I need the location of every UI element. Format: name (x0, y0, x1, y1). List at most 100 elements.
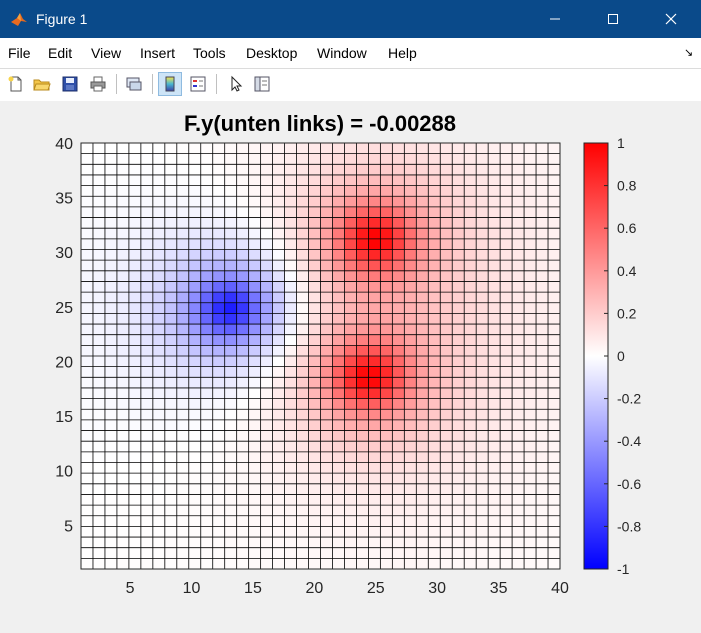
close-button[interactable] (642, 0, 700, 38)
heatmap-cell (176, 537, 190, 548)
heatmap-cell (548, 249, 561, 261)
menu-view[interactable]: View (91, 45, 122, 61)
colorbar-tick-label: -1 (617, 561, 630, 577)
heatmap-cell (224, 270, 237, 282)
menu-window[interactable]: Window (317, 45, 367, 61)
heatmap-cell (356, 526, 369, 538)
heatmap-cell (464, 537, 477, 548)
heatmap-cell (320, 558, 333, 570)
heatmap-cell (140, 356, 154, 367)
heatmap-cell (500, 451, 513, 463)
heatmap-cell (224, 387, 237, 399)
heatmap-cell (392, 356, 405, 367)
heatmap-cell (81, 441, 94, 453)
heatmap-cell (104, 441, 118, 453)
heatmap-cell (452, 345, 465, 357)
heatmap-cell (152, 505, 166, 517)
heatmap-cell (500, 185, 513, 197)
heatmap-cell (440, 515, 453, 527)
minimize-button[interactable] (526, 0, 584, 38)
heatmap-cell (452, 324, 465, 335)
heatmap-cell (272, 515, 285, 527)
heatmap-cell (248, 398, 261, 410)
heatmap-cell (488, 270, 501, 282)
heatmap-cell (104, 473, 118, 485)
heatmap-cell (392, 537, 405, 548)
heatmap-cell (212, 164, 225, 176)
dock-figure-icon[interactable]: ↘ (684, 47, 694, 59)
heatmap-cell (176, 409, 190, 421)
heatmap-cell (92, 483, 106, 495)
heatmap-cell (224, 174, 237, 186)
heatmap-cell (332, 206, 345, 218)
heatmap-cell (188, 526, 202, 538)
heatmap-cell (152, 270, 166, 282)
link-plot-button[interactable] (122, 72, 146, 96)
heatmap-cell (200, 143, 214, 154)
colorbar[interactable]: 10.80.60.40.20-0.2-0.4-0.6-0.8-1 (583, 135, 641, 577)
heatmap-cell (416, 398, 429, 410)
print-button[interactable] (86, 72, 110, 96)
heatmap-cell (128, 473, 142, 485)
heatmap-chart[interactable]: F.y(unten links) = -0.00288 5 10 15 20 25 30 3… (0, 101, 701, 628)
heatmap-cell (188, 238, 202, 250)
heatmap-cell (488, 356, 501, 367)
heatmap-cell (524, 451, 537, 463)
heatmap-cell (200, 430, 214, 442)
insert-legend-button[interactable] (186, 72, 210, 96)
heatmap-cell (368, 206, 381, 218)
heatmap-cell (248, 494, 261, 506)
heatmap-cell (140, 366, 154, 378)
heatmap-cell (296, 547, 309, 559)
heatmap-cell (248, 356, 261, 367)
heatmap-cell (236, 473, 249, 485)
heatmap-cell (224, 345, 237, 357)
heatmap-cell (356, 143, 369, 154)
heatmap-cell (81, 387, 94, 399)
heatmap-cell (284, 398, 297, 410)
heatmap-cell (296, 324, 309, 335)
heatmap-cell (188, 451, 202, 463)
pointer-button[interactable] (224, 72, 248, 96)
heatmap-cell (320, 387, 333, 399)
heatmap-cell (536, 409, 549, 421)
menu-insert[interactable]: Insert (140, 45, 176, 61)
menu-help[interactable]: Help (388, 45, 417, 61)
heatmap-cell (368, 238, 381, 250)
maximize-button[interactable] (584, 0, 642, 38)
heatmap-cell (380, 281, 393, 293)
heatmap-cell (92, 270, 106, 282)
heatmap-cell (152, 185, 166, 197)
heatmap-cell (344, 419, 357, 431)
save-button[interactable] (58, 72, 82, 96)
heatmap-cell (428, 281, 441, 293)
heatmap-cell (536, 185, 549, 197)
heatmap-cell (164, 345, 178, 357)
heatmap-cell (140, 292, 154, 304)
heatmap-cell (260, 345, 273, 357)
property-inspector-button[interactable] (250, 72, 274, 96)
heatmap-cell (332, 537, 345, 548)
heatmap-cell (188, 270, 202, 282)
heatmap-cell (344, 302, 357, 314)
new-figure-button[interactable] (4, 72, 28, 96)
heatmap-cell (404, 387, 417, 399)
menu-file[interactable]: File (8, 45, 31, 61)
heatmap-cell (260, 174, 273, 186)
heatmap-cell (164, 143, 178, 154)
heatmap-cell (356, 217, 369, 229)
menu-tools[interactable]: Tools (193, 45, 226, 61)
heatmap-cell (464, 260, 477, 272)
heatmap-cell (452, 185, 465, 197)
open-file-button[interactable] (30, 72, 54, 96)
heatmap-cell (128, 494, 142, 506)
heatmap-cell (128, 483, 142, 495)
menu-desktop[interactable]: Desktop (246, 45, 298, 61)
heatmap-cell (368, 558, 381, 570)
heatmap-cell (164, 302, 178, 314)
heatmap-cell (536, 313, 549, 325)
heatmap-cell (224, 302, 237, 314)
insert-colorbar-button[interactable] (158, 72, 182, 96)
menu-edit[interactable]: Edit (48, 45, 73, 61)
heatmap-cell (81, 398, 94, 410)
